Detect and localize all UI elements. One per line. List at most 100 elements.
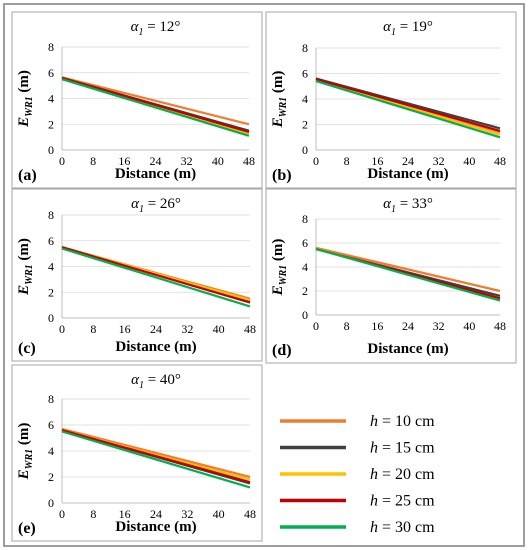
x-tick-label: 32 (181, 322, 193, 336)
y-tick-label: 0 (302, 308, 308, 322)
y-axis-label: EWR1 (m) (16, 70, 35, 128)
y-tick-label: 0 (48, 311, 54, 325)
x-tick-label: 16 (119, 507, 131, 521)
x-tick-label: 40 (213, 322, 225, 336)
y-tick-label: 8 (48, 208, 54, 222)
x-tick-label: 48 (243, 154, 255, 168)
y-tick-label: 6 (48, 418, 54, 432)
x-tick-label: 24 (150, 154, 162, 168)
x-tick-label: 8 (90, 507, 96, 521)
legend-item-4: h = 25 cm (280, 493, 435, 510)
legend-label: h = 10 cm (370, 413, 435, 430)
series-line-4 (61, 429, 251, 484)
x-axis-label: Distance (m) (367, 166, 448, 182)
y-tick-label: 0 (48, 496, 54, 510)
panel-title: α1 = 33° (383, 196, 433, 215)
y-tick-label: 4 (48, 92, 54, 106)
y-tick-label: 4 (48, 444, 54, 458)
x-tick-label: 24 (150, 322, 162, 336)
x-tick-label: 40 (213, 507, 225, 521)
series-line-4 (61, 76, 250, 134)
y-tick-label: 0 (302, 143, 308, 157)
legend-label: h = 30 cm (370, 519, 435, 536)
y-axis-label: EWR1 (m) (16, 238, 35, 296)
y-tick-label: 4 (48, 260, 54, 274)
y-tick-label: 2 (48, 117, 54, 131)
y-tick-label: 4 (302, 260, 308, 274)
x-tick-label: 40 (212, 154, 224, 168)
series-line-5 (61, 247, 251, 308)
legend-label: h = 25 cm (370, 493, 435, 510)
panel-label: (a) (18, 167, 37, 184)
x-tick-label: 16 (118, 154, 130, 168)
x-tick-label: 32 (181, 507, 193, 521)
y-tick-label: 4 (302, 92, 308, 106)
panel-title: α1 = 12° (131, 19, 181, 38)
x-tick-label: 8 (90, 154, 96, 168)
x-tick-label: 24 (402, 319, 414, 333)
series-line-5 (61, 78, 250, 137)
x-tick-label: 48 (244, 322, 256, 336)
y-tick-label: 2 (302, 118, 308, 132)
series-line-4 (315, 78, 501, 132)
legend-item-5: h = 30 cm (280, 519, 435, 536)
x-tick-label: 8 (90, 322, 96, 336)
x-tick-label: 48 (494, 319, 506, 333)
panel-title: α1 = 40° (131, 372, 181, 391)
legend-label: h = 15 cm (370, 440, 435, 457)
series-line-4 (61, 246, 251, 304)
legend-item-2: h = 15 cm (280, 440, 435, 457)
x-tick-label: 16 (371, 154, 383, 168)
x-tick-label: 40 (463, 154, 475, 168)
x-tick-label: 16 (371, 319, 383, 333)
y-tick-label: 8 (302, 212, 308, 226)
y-axis-label: EWR1 (m) (16, 423, 35, 481)
x-tick-label: 16 (119, 322, 131, 336)
x-tick-label: 0 (59, 507, 65, 521)
panel-label: (b) (272, 167, 292, 184)
x-tick-label: 0 (313, 154, 319, 168)
series-line-1 (315, 246, 501, 293)
legend-item-3: h = 20 cm (280, 466, 435, 483)
y-tick-label: 2 (48, 470, 54, 484)
panel-frame (11, 188, 263, 362)
x-tick-label: 32 (181, 154, 193, 168)
x-tick-label: 0 (313, 319, 319, 333)
y-tick-label: 8 (48, 40, 54, 54)
series-line-1 (61, 76, 250, 126)
x-tick-label: 48 (494, 154, 506, 168)
panel-label: (e) (18, 520, 36, 537)
y-axis-label: EWR1 (m) (270, 239, 289, 297)
panel-label: (d) (272, 342, 292, 359)
panel-frame (265, 188, 517, 364)
panel-label: (c) (18, 340, 36, 357)
y-tick-label: 2 (302, 284, 308, 298)
x-tick-label: 32 (433, 319, 445, 333)
x-axis-label: Distance (m) (115, 519, 196, 535)
x-tick-label: 8 (344, 154, 350, 168)
y-tick-label: 0 (48, 143, 54, 157)
y-tick-label: 2 (48, 285, 54, 299)
y-tick-label: 6 (302, 67, 308, 81)
y-tick-label: 8 (48, 392, 54, 406)
x-axis-label: Distance (m) (367, 341, 448, 357)
y-axis-label: EWR1 (m) (270, 71, 289, 129)
y-tick-label: 8 (302, 41, 308, 55)
series-line-5 (315, 80, 501, 139)
x-tick-label: 40 (463, 319, 475, 333)
legend: h = 10 cm h = 15 cm h = 20 cm h = 25 cm h = … (280, 413, 435, 536)
y-tick-label: 6 (302, 236, 308, 250)
y-tick-label: 6 (48, 234, 54, 248)
series-line-5 (315, 247, 501, 302)
x-axis-label: Distance (m) (115, 166, 196, 182)
y-tick-label: 6 (48, 66, 54, 80)
panel-title: α1 = 19° (383, 19, 433, 38)
series-line-1 (61, 427, 251, 479)
x-tick-label: 0 (59, 322, 65, 336)
